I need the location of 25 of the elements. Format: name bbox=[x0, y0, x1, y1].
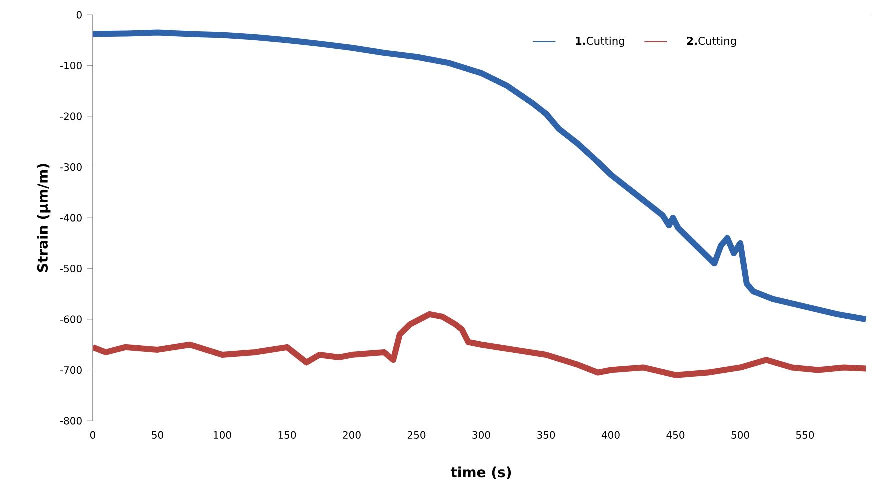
x-tick-label: 550 bbox=[796, 431, 814, 439]
y-tick-label: -300 bbox=[60, 163, 82, 172]
x-tick-label: 350 bbox=[537, 431, 556, 439]
y-tick-label: 0 bbox=[76, 11, 82, 19]
y-tick-label: -800 bbox=[60, 417, 82, 425]
y-tick-label: -400 bbox=[60, 214, 82, 222]
x-tick-label: 50 bbox=[152, 431, 164, 439]
x-tick-label: 150 bbox=[278, 431, 296, 439]
x-tick-label: 500 bbox=[732, 431, 750, 439]
y-tick-label: -600 bbox=[60, 316, 82, 324]
x-tick-label: 250 bbox=[408, 431, 426, 439]
x-tick-label: 300 bbox=[472, 431, 490, 439]
legend-label: 2.Cutting bbox=[687, 36, 736, 48]
y-tick-label: -100 bbox=[60, 62, 82, 70]
y-tick-label: -200 bbox=[60, 112, 82, 120]
x-tick-label: 0 bbox=[90, 431, 96, 439]
x-tick-label: 100 bbox=[214, 431, 232, 439]
legend-label: 1.Cutting bbox=[576, 36, 624, 48]
x-tick-label: 450 bbox=[666, 431, 685, 439]
y-tick-label: -500 bbox=[60, 264, 82, 273]
x-axis-title: time (s) bbox=[450, 466, 512, 480]
y-tick-label: -700 bbox=[60, 366, 82, 374]
x-tick-label: 200 bbox=[343, 431, 361, 439]
x-tick-label: 400 bbox=[602, 431, 620, 439]
y-axis-title: Strain (µm/m) bbox=[37, 164, 51, 272]
